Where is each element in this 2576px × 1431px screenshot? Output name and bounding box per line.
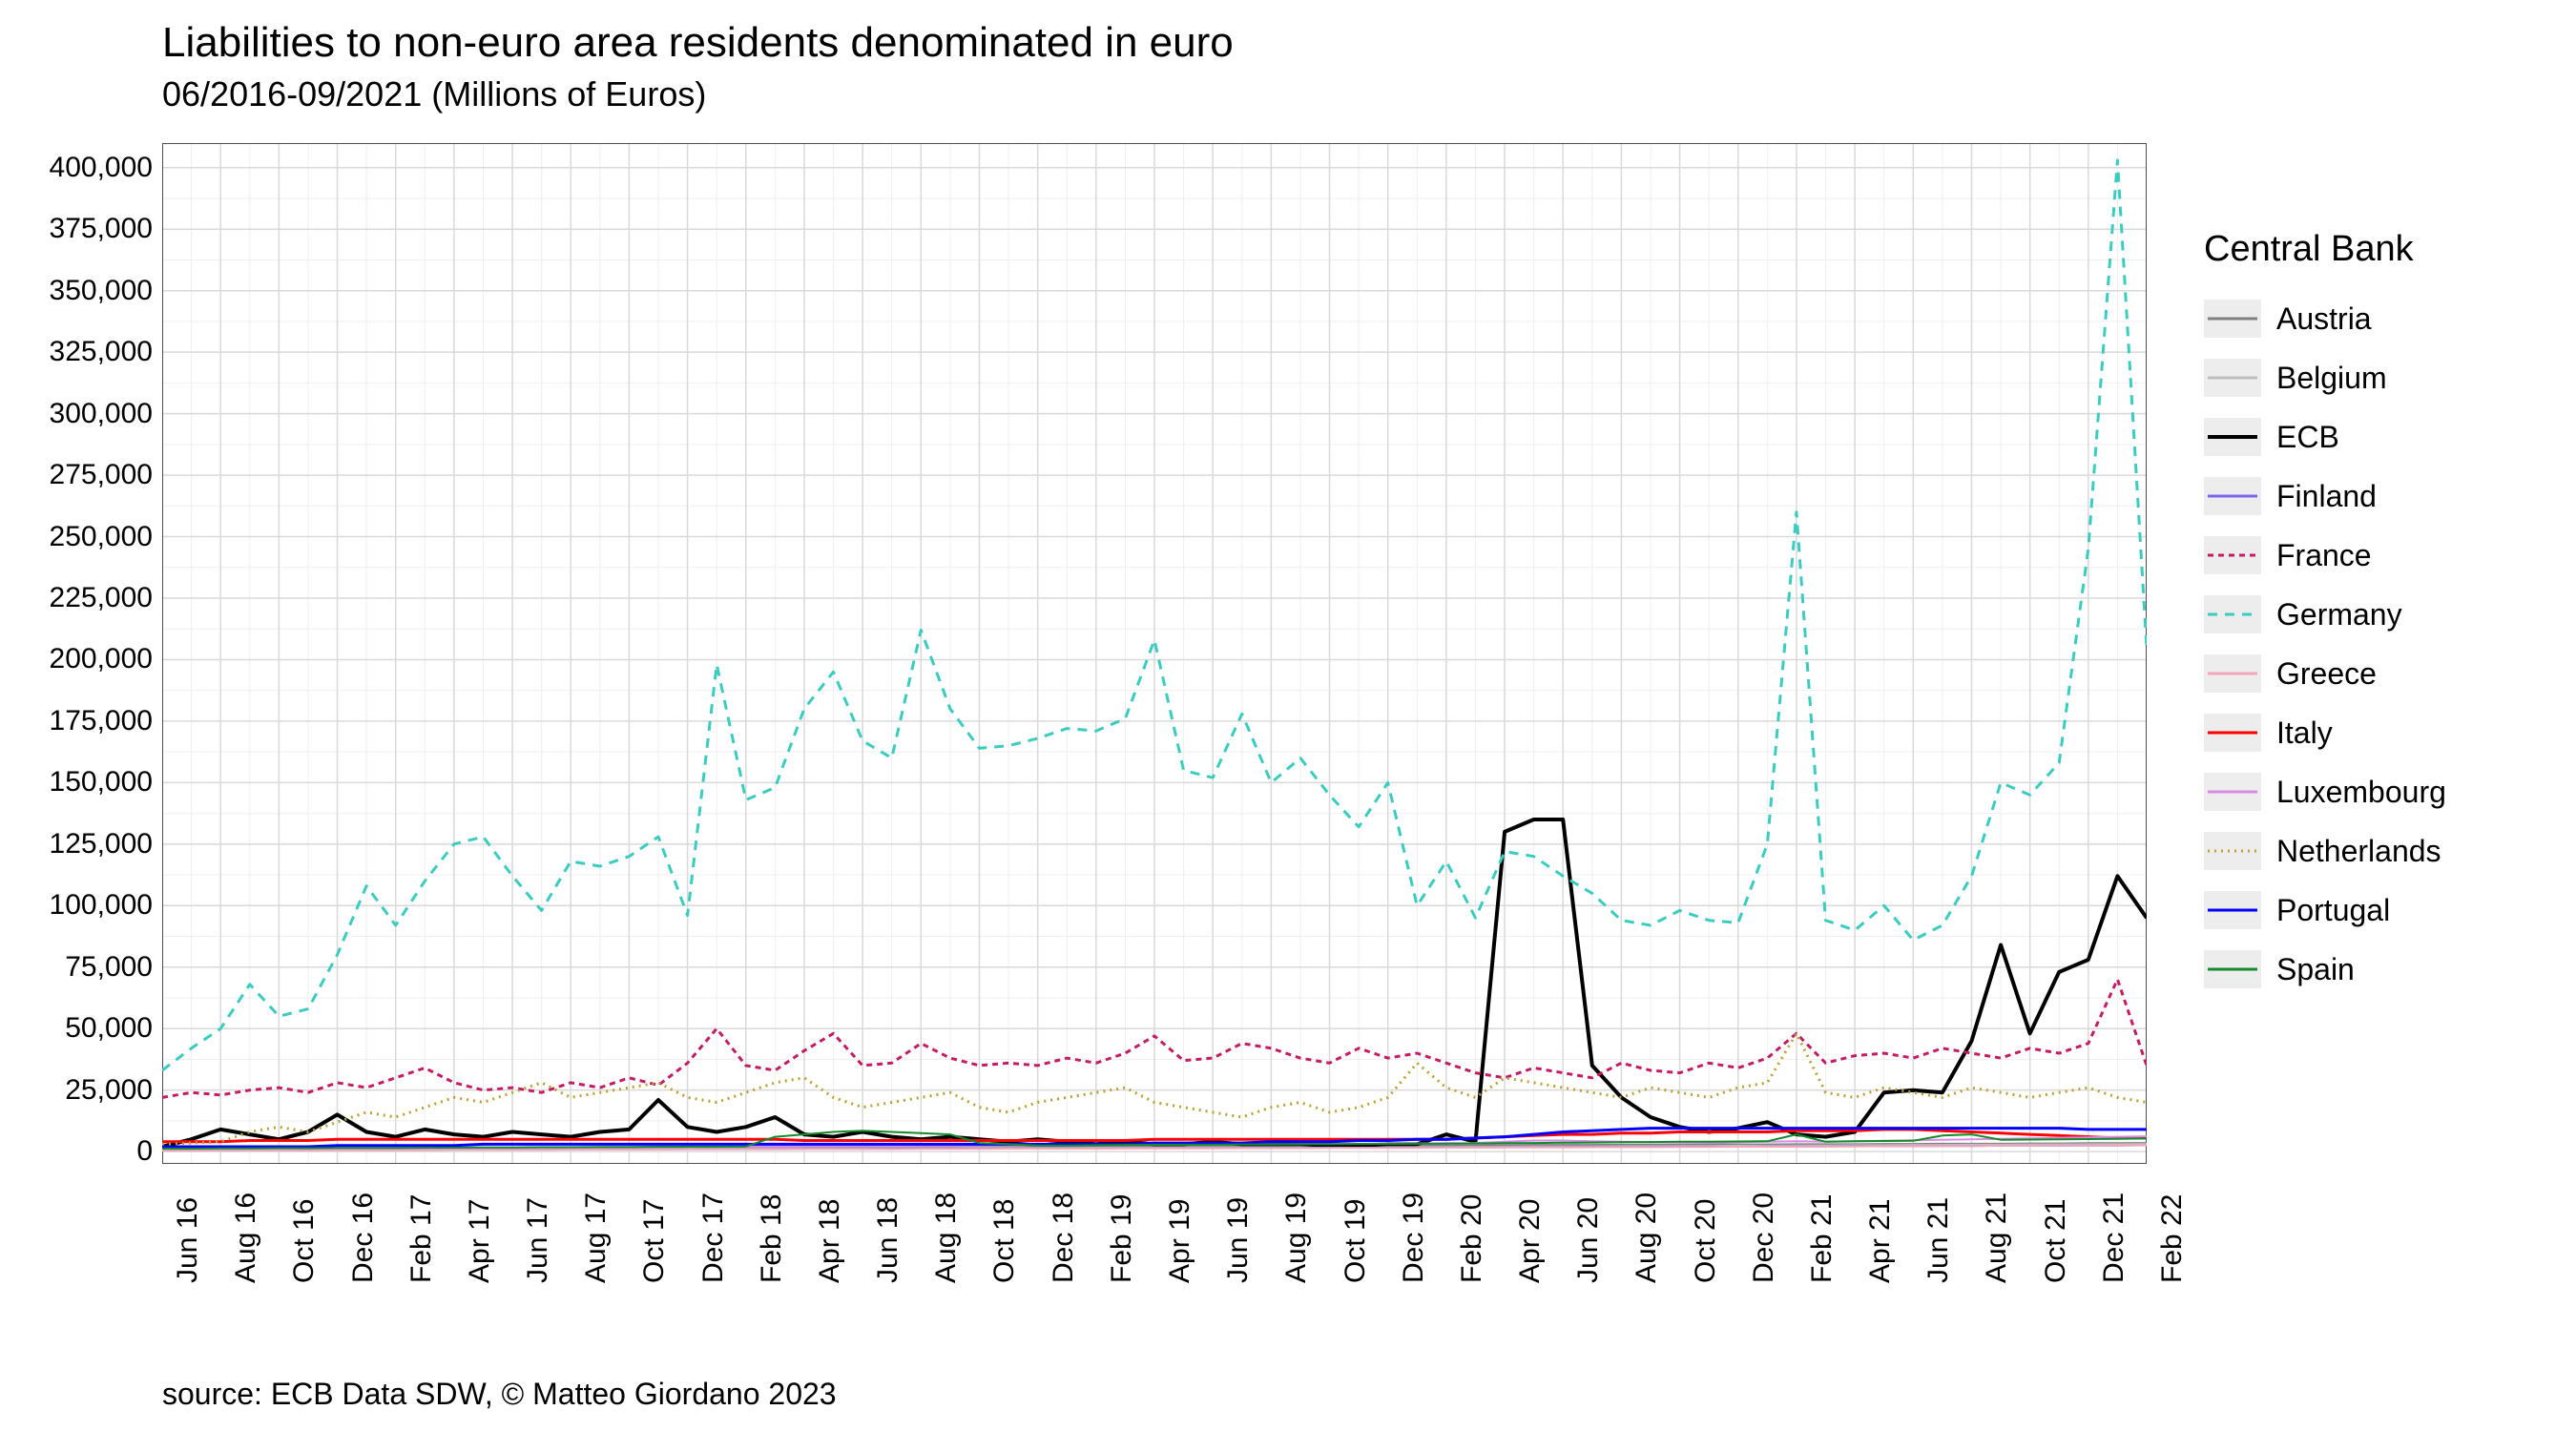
x-tick-label: Jun 16 (172, 1197, 204, 1283)
y-tick-label: 325,000 (50, 336, 153, 368)
chart-title: Liabilities to non-euro area residents d… (162, 19, 1234, 67)
legend-swatch (2204, 773, 2261, 811)
legend-title: Central Bank (2204, 229, 2446, 270)
x-tick-label: Feb 20 (1456, 1194, 1488, 1283)
x-tick-label: Dec 21 (2098, 1192, 2130, 1283)
legend-item-germany: Germany (2204, 585, 2446, 644)
legend-item-austria: Austria (2204, 289, 2446, 348)
legend-item-france: France (2204, 526, 2446, 585)
legend-item-luxembourg: Luxembourg (2204, 762, 2446, 821)
x-tick-label: Aug 17 (580, 1192, 613, 1283)
legend-swatch (2204, 714, 2261, 752)
legend-swatch (2204, 300, 2261, 338)
y-tick-label: 125,000 (50, 828, 153, 861)
y-tick-label: 175,000 (50, 705, 153, 737)
x-tick-label: Aug 20 (1631, 1192, 1663, 1283)
legend-label: France (2276, 538, 2372, 573)
x-tick-label: Dec 16 (347, 1192, 380, 1283)
x-tick-label: Feb 21 (1806, 1194, 1839, 1283)
x-tick-label: Jun 17 (522, 1197, 554, 1283)
legend-item-spain: Spain (2204, 940, 2446, 999)
chart-plot-area (162, 143, 2147, 1164)
legend-swatch (2204, 832, 2261, 870)
legend-swatch (2204, 654, 2261, 693)
legend-label: Italy (2276, 716, 2333, 751)
x-tick-label: Apr 17 (464, 1199, 496, 1283)
legend-item-portugal: Portugal (2204, 881, 2446, 940)
legend-label: Belgium (2276, 361, 2387, 396)
x-tick-label: Feb 22 (2156, 1194, 2189, 1283)
y-tick-label: 375,000 (50, 213, 153, 245)
x-tick-label: Jun 20 (1572, 1197, 1605, 1283)
legend-swatch (2204, 477, 2261, 515)
chart-caption: source: ECB Data SDW, © Matteo Giordano … (162, 1377, 837, 1412)
y-tick-label: 300,000 (50, 398, 153, 430)
x-tick-label: Oct 18 (988, 1199, 1021, 1283)
legend: Central Bank Austria Belgium ECB Finland Fra… (2204, 229, 2446, 999)
legend-item-greece: Greece (2204, 644, 2446, 703)
legend-label: ECB (2276, 420, 2339, 455)
x-tick-label: Jun 21 (1922, 1197, 1955, 1283)
legend-item-ecb: ECB (2204, 407, 2446, 467)
legend-swatch (2204, 595, 2261, 633)
x-tick-label: Apr 20 (1514, 1199, 1547, 1283)
legend-swatch (2204, 891, 2261, 929)
x-tick-label: Dec 20 (1748, 1192, 1780, 1283)
x-tick-label: Aug 16 (230, 1192, 262, 1283)
y-tick-label: 275,000 (50, 459, 153, 491)
x-tick-label: Aug 18 (930, 1192, 963, 1283)
x-tick-label: Oct 21 (2040, 1199, 2072, 1283)
chart-container: Liabilities to non-euro area residents d… (0, 0, 2576, 1431)
chart-subtitle: 06/2016-09/2021 (Millions of Euros) (162, 74, 706, 114)
legend-swatch (2204, 536, 2261, 574)
x-tick-label: Apr 18 (814, 1199, 846, 1283)
legend-swatch (2204, 950, 2261, 988)
x-tick-label: Apr 19 (1164, 1199, 1196, 1283)
y-tick-label: 25,000 (65, 1074, 153, 1107)
x-tick-label: Dec 17 (697, 1192, 730, 1283)
x-tick-label: Aug 21 (1981, 1192, 2013, 1283)
y-tick-label: 250,000 (50, 521, 153, 553)
legend-label: Luxembourg (2276, 775, 2446, 810)
x-tick-label: Feb 17 (405, 1194, 438, 1283)
legend-label: Finland (2276, 479, 2377, 514)
y-tick-label: 75,000 (65, 951, 153, 984)
x-tick-label: Oct 17 (638, 1199, 671, 1283)
y-tick-label: 225,000 (50, 582, 153, 614)
y-tick-label: 100,000 (50, 889, 153, 922)
x-tick-label: Jun 18 (872, 1197, 904, 1283)
x-tick-label: Jun 19 (1222, 1197, 1255, 1283)
x-tick-label: Feb 18 (756, 1194, 788, 1283)
legend-item-belgium: Belgium (2204, 348, 2446, 407)
x-tick-label: Aug 19 (1280, 1192, 1313, 1283)
legend-label: Portugal (2276, 893, 2390, 928)
legend-item-finland: Finland (2204, 467, 2446, 526)
y-tick-label: 400,000 (50, 152, 153, 184)
legend-label: Netherlands (2276, 834, 2441, 869)
x-tick-label: Apr 21 (1864, 1199, 1897, 1283)
y-tick-label: 200,000 (50, 643, 153, 675)
y-tick-label: 150,000 (50, 766, 153, 798)
y-tick-label: 350,000 (50, 275, 153, 307)
legend-label: Greece (2276, 656, 2377, 692)
x-tick-label: Oct 16 (288, 1199, 321, 1283)
legend-label: Spain (2276, 952, 2355, 987)
x-tick-label: Feb 19 (1106, 1194, 1138, 1283)
x-tick-label: Oct 20 (1690, 1199, 1722, 1283)
x-tick-label: Oct 19 (1340, 1199, 1372, 1283)
y-tick-label: 0 (136, 1135, 153, 1168)
legend-item-italy: Italy (2204, 703, 2446, 762)
x-tick-label: Dec 18 (1048, 1192, 1080, 1283)
legend-swatch (2204, 359, 2261, 397)
legend-label: Austria (2276, 301, 2372, 337)
legend-label: Germany (2276, 597, 2402, 633)
y-tick-label: 50,000 (65, 1012, 153, 1045)
legend-item-netherlands: Netherlands (2204, 821, 2446, 881)
x-tick-label: Dec 19 (1398, 1192, 1430, 1283)
legend-swatch (2204, 418, 2261, 456)
